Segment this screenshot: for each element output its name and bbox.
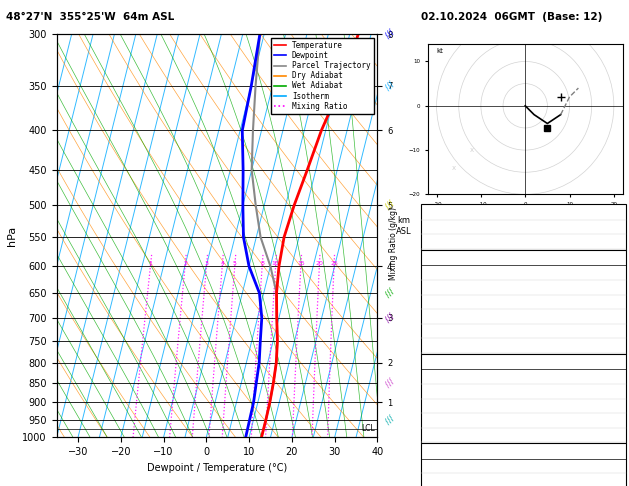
Text: 2.17: 2.17 [606, 237, 623, 246]
Text: 8: 8 [618, 341, 623, 350]
Y-axis label: hPa: hPa [7, 226, 17, 246]
Text: ///: /// [384, 28, 396, 40]
Text: 2: 2 [183, 261, 187, 266]
Text: © weatheronline.co.uk: © weatheronline.co.uk [538, 474, 626, 484]
Text: 3: 3 [204, 261, 208, 266]
Text: 0: 0 [618, 416, 623, 425]
Text: 10: 10 [272, 261, 279, 266]
Text: 0: 0 [618, 327, 623, 335]
Text: 25: 25 [330, 261, 338, 266]
Text: Mixing Ratio (g/kg): Mixing Ratio (g/kg) [389, 207, 398, 279]
Text: 8: 8 [260, 261, 264, 266]
Text: 11: 11 [614, 401, 623, 410]
Text: LCL: LCL [362, 424, 376, 434]
Text: kt: kt [437, 48, 443, 53]
Text: CIN (J): CIN (J) [424, 431, 448, 439]
Text: 12.9: 12.9 [606, 268, 623, 277]
Text: -17: -17 [611, 476, 623, 485]
Text: CAPE (J): CAPE (J) [424, 327, 454, 335]
Text: Lifted Index: Lifted Index [424, 312, 469, 321]
Text: Pressure (mb): Pressure (mb) [424, 372, 477, 381]
Legend: Temperature, Dewpoint, Parcel Trajectory, Dry Adiabat, Wet Adiabat, Isotherm, Mi: Temperature, Dewpoint, Parcel Trajectory… [271, 38, 374, 114]
Text: θe(K): θe(K) [424, 297, 444, 306]
Text: θe (K): θe (K) [424, 387, 447, 396]
Text: ///: /// [384, 414, 396, 426]
Text: Totals Totals: Totals Totals [424, 223, 470, 231]
Text: ///: /// [384, 199, 396, 211]
Text: Lifted Index: Lifted Index [424, 401, 469, 410]
Text: ///: /// [384, 312, 396, 324]
Text: x: x [452, 165, 457, 171]
Text: 9.2: 9.2 [611, 283, 623, 292]
Text: 306: 306 [609, 387, 623, 396]
Text: EH: EH [424, 462, 435, 470]
Text: 11: 11 [614, 312, 623, 321]
Text: SREH: SREH [424, 476, 445, 485]
Text: PW (cm): PW (cm) [424, 237, 456, 246]
Text: -30: -30 [611, 462, 623, 470]
Text: ///: /// [384, 79, 396, 92]
Text: CAPE (J): CAPE (J) [424, 416, 454, 425]
Text: 306: 306 [609, 297, 623, 306]
Text: K: K [424, 208, 429, 217]
Text: 8: 8 [618, 431, 623, 439]
Text: Hodograph: Hodograph [498, 447, 550, 456]
X-axis label: Dewpoint / Temperature (°C): Dewpoint / Temperature (°C) [147, 463, 287, 473]
Y-axis label: km
ASL: km ASL [396, 216, 411, 236]
Text: 48°27'N  355°25'W  64m ASL: 48°27'N 355°25'W 64m ASL [6, 12, 174, 22]
Text: 02.10.2024  06GMT  (Base: 12): 02.10.2024 06GMT (Base: 12) [421, 12, 603, 22]
Text: 1: 1 [148, 261, 152, 266]
Text: CIN (J): CIN (J) [424, 341, 448, 350]
Text: Surface: Surface [506, 254, 542, 262]
Text: 20: 20 [315, 261, 323, 266]
Text: Most Unstable: Most Unstable [489, 358, 558, 366]
Text: 32: 32 [614, 223, 623, 231]
Text: x: x [470, 147, 474, 153]
Text: Temp (°C): Temp (°C) [424, 268, 462, 277]
Text: 15: 15 [297, 261, 304, 266]
Text: Dewp (°C): Dewp (°C) [424, 283, 463, 292]
Text: ///: /// [384, 287, 396, 299]
Text: ///: /// [384, 377, 396, 389]
Text: 1004: 1004 [604, 372, 623, 381]
Text: 5: 5 [233, 261, 237, 266]
Text: 8: 8 [618, 208, 623, 217]
Text: 4: 4 [220, 261, 224, 266]
